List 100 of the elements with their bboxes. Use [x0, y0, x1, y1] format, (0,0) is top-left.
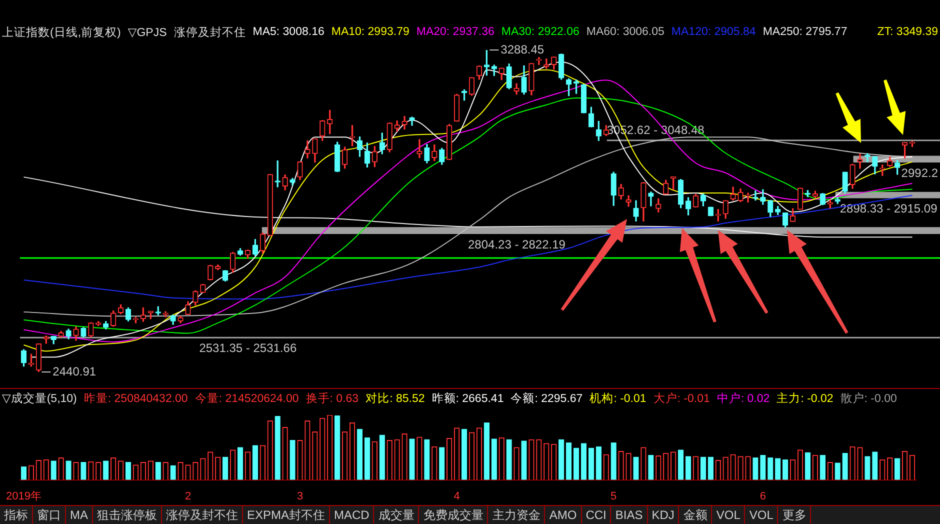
text: ZT: 3349.39	[877, 26, 938, 38]
text: 换手: 0.63	[306, 391, 359, 406]
bar	[439, 447, 445, 480]
bar	[491, 438, 497, 480]
bar	[334, 415, 340, 480]
text: MA120: 2905.84	[671, 26, 756, 38]
bar	[678, 450, 684, 480]
bar	[290, 440, 296, 480]
chart-title: 上证指数(日线,前复权)	[2, 26, 121, 40]
text: CCI	[582, 506, 612, 524]
bar	[760, 454, 766, 480]
text: MA5: 3008.16	[252, 26, 324, 38]
text: 免费成交量	[419, 506, 488, 524]
bar	[409, 438, 415, 480]
text: EXPMA封不住	[243, 506, 330, 524]
text: 今量: 214520624.00	[194, 392, 299, 406]
text: 涨停及封不住	[162, 506, 243, 524]
annotation: 3288.45	[500, 42, 544, 56]
band-label: 2898.33 - 2915.09	[840, 202, 938, 216]
bar	[20, 466, 27, 480]
text: 主力资金	[488, 506, 546, 524]
bar	[596, 446, 602, 480]
bar	[872, 452, 878, 480]
bar	[775, 458, 781, 480]
band-label: 2531.35 - 2531.66	[199, 340, 297, 355]
text: 中户: 0.02	[716, 391, 770, 406]
bar	[820, 454, 826, 480]
bar	[804, 452, 811, 480]
bar	[782, 459, 788, 480]
text: MA10: 2993.79	[331, 26, 410, 38]
bar	[66, 460, 72, 480]
band-label: 2992.2	[901, 166, 938, 180]
text: MA60: 3006.05	[586, 26, 664, 38]
bar	[50, 460, 56, 480]
x-tick-label: 3	[296, 490, 304, 502]
bar	[170, 465, 176, 480]
bar	[588, 448, 594, 480]
text: 机构: -0.01	[590, 392, 646, 406]
candlestick	[536, 57, 542, 65]
x-tick-label: 4	[454, 490, 460, 502]
bar	[768, 457, 774, 480]
text: MACD	[330, 506, 374, 524]
text: 成交量	[374, 506, 420, 524]
bar	[580, 443, 587, 480]
chart-title: ▽成交量(5,10)	[2, 391, 77, 406]
text: 涨停及封不住	[174, 26, 246, 40]
text: 金额	[679, 506, 712, 524]
band-label: 2804.23 - 2822.19	[468, 237, 566, 252]
bar	[752, 457, 758, 480]
text: 对比: 85.52	[366, 392, 425, 406]
bar	[610, 442, 616, 480]
text: 昨量: 250840432.00	[84, 392, 188, 406]
bar	[573, 448, 580, 480]
bar	[648, 454, 654, 480]
text: MA30: 2922.06	[501, 26, 580, 38]
bar	[237, 447, 244, 480]
text: VOL	[745, 506, 778, 524]
text: 散户: -0.00	[840, 391, 897, 406]
text: KDJ	[648, 506, 680, 524]
x-tick-label: 2019年	[6, 490, 42, 502]
bar	[842, 452, 848, 480]
bar	[894, 458, 900, 480]
bar	[484, 422, 490, 480]
bar	[558, 439, 564, 480]
bar	[103, 460, 109, 480]
bar	[521, 440, 527, 480]
text: MA20: 2937.36	[416, 26, 494, 38]
text: 主力: -0.02	[776, 391, 834, 406]
x-tick-label: 2	[184, 490, 192, 502]
annotation: 2440.91	[52, 364, 96, 378]
bar	[222, 456, 228, 480]
text: 指标	[0, 506, 33, 524]
bar	[633, 456, 639, 480]
text: 狙击涨停板	[93, 506, 162, 524]
text: VOL	[712, 506, 746, 524]
bar	[708, 456, 714, 480]
bar	[274, 416, 280, 480]
bar	[364, 437, 370, 480]
bar	[864, 456, 870, 480]
text: ▽GPJS	[128, 26, 167, 39]
bar	[80, 462, 86, 480]
bar	[252, 445, 258, 480]
text: 更多	[778, 506, 812, 524]
text: MA	[66, 506, 93, 524]
x-tick-label: 5	[610, 490, 617, 502]
candlestick	[745, 192, 751, 202]
bar	[685, 456, 692, 480]
text: 昨额: 2665.41	[432, 392, 504, 406]
bar	[379, 434, 385, 480]
x-tick-label: 6	[760, 490, 766, 502]
bar	[700, 456, 706, 480]
bar	[155, 462, 161, 480]
bar	[506, 439, 512, 480]
bar	[356, 428, 363, 480]
bar	[834, 462, 840, 480]
bar	[461, 428, 468, 480]
text: BIAS	[611, 506, 648, 524]
bar	[566, 442, 572, 480]
bar	[424, 439, 430, 480]
text: 今额: 2295.67	[510, 392, 583, 406]
